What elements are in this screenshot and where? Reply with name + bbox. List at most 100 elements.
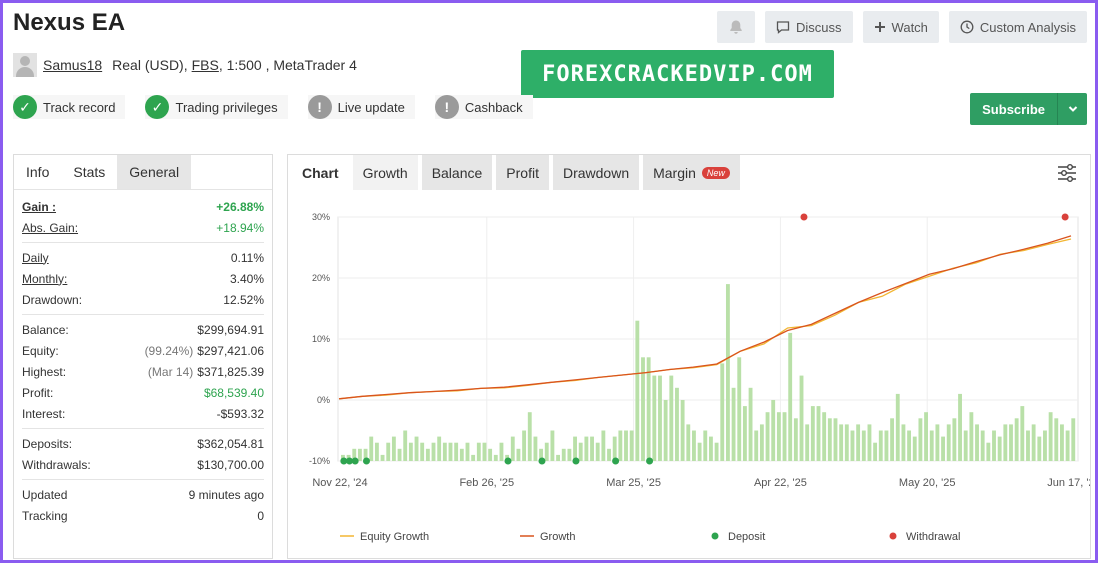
- daily-bar: [822, 412, 827, 461]
- daily-bar: [369, 436, 374, 461]
- broker-link[interactable]: FBS: [191, 57, 219, 73]
- tab-balance[interactable]: Balance: [421, 155, 493, 190]
- stat-deposits: Deposits: $362,054.81: [22, 433, 264, 454]
- chevron-down-icon[interactable]: [1057, 93, 1087, 125]
- daily-bar: [997, 436, 1002, 461]
- daily-bar: [499, 442, 504, 461]
- stat-value: $297,421.06: [197, 343, 264, 358]
- stat-key[interactable]: Monthly:: [22, 271, 68, 286]
- tab-stats[interactable]: Stats: [73, 164, 106, 180]
- stat-key[interactable]: Abs. Gain:: [22, 220, 79, 235]
- daily-bar: [692, 430, 696, 461]
- daily-bar: [833, 418, 838, 461]
- bell-icon: [730, 20, 742, 34]
- stat-value: $362,054.81: [197, 436, 264, 451]
- daily-bar: [793, 418, 798, 461]
- daily-bar: [709, 436, 713, 461]
- daily-bar: [850, 430, 855, 461]
- daily-bar: [420, 442, 425, 461]
- stat-value: 0.11%: [230, 250, 264, 265]
- legend-swatch: [711, 532, 719, 540]
- stat-value: 0: [257, 508, 264, 523]
- tab-margin[interactable]: Margin New: [643, 155, 740, 190]
- daily-bar: [482, 442, 487, 461]
- divider: [22, 242, 264, 243]
- daily-bar: [590, 436, 594, 461]
- discuss-button[interactable]: Discuss: [765, 11, 853, 43]
- stat-key: Withdrawals:: [22, 457, 91, 472]
- subscribe-button[interactable]: Subscribe: [970, 93, 1087, 125]
- daily-bar: [963, 430, 968, 461]
- daily-bar: [459, 448, 464, 461]
- badge-track-record[interactable]: ✓ Track record: [13, 95, 126, 119]
- badge-trading-privileges[interactable]: ✓ Trading privileges: [145, 95, 288, 119]
- growth-chart: 30% 20% 10% 0% -10% Nov 22, '24 Feb 26, '25 Mar…: [309, 212, 1090, 543]
- x-tick-label: Jun 17, '25: [1047, 477, 1090, 489]
- daily-bar: [629, 430, 634, 461]
- daily-bar: [742, 406, 747, 461]
- badge-live-update[interactable]: ! Live update: [307, 95, 415, 119]
- tab-profit[interactable]: Profit: [496, 155, 549, 190]
- tab-drawdown[interactable]: Drawdown: [552, 155, 640, 190]
- y-tick-label: 20%: [312, 273, 330, 283]
- daily-bar: [1020, 406, 1025, 461]
- legend-label: Growth: [540, 531, 575, 543]
- daily-bar: [731, 387, 736, 461]
- daily-bar: [703, 430, 708, 461]
- daily-bar: [680, 400, 685, 461]
- y-tick-label: 10%: [312, 334, 330, 344]
- tab-info[interactable]: Info: [26, 164, 50, 180]
- check-icon: ✓: [145, 95, 170, 119]
- stat-updated: Updated 9 minutes ago: [22, 484, 264, 505]
- daily-bar: [408, 442, 413, 461]
- watch-label: Watch: [891, 19, 928, 35]
- stat-key[interactable]: Gain :: [22, 199, 57, 214]
- avatar: [13, 53, 37, 77]
- stat-key: Updated: [22, 487, 68, 502]
- daily-bar: [595, 442, 600, 461]
- stat-prefix: (Mar 14): [147, 364, 194, 379]
- daily-bar: [425, 448, 430, 461]
- tab-general[interactable]: General: [117, 155, 192, 189]
- daily-bar: [533, 436, 538, 461]
- daily-bar: [386, 442, 391, 461]
- stat-key: Deposits:: [22, 436, 73, 451]
- clock-icon: [960, 20, 974, 34]
- daily-bar: [567, 448, 572, 461]
- tab-growth[interactable]: Growth: [352, 155, 418, 190]
- badge-cashback[interactable]: ! Cashback: [434, 95, 533, 119]
- daily-bar: [686, 424, 691, 461]
- daily-bar: [1003, 424, 1008, 461]
- daily-bar: [454, 442, 459, 461]
- daily-bar: [584, 436, 589, 461]
- deposit-marker: [612, 457, 620, 465]
- daily-bar: [992, 430, 996, 461]
- deposit-marker: [572, 457, 580, 465]
- x-tick-label: Mar 25, '25: [606, 477, 661, 489]
- daily-bar: [1043, 430, 1047, 461]
- tab-margin-label: Margin: [653, 164, 696, 181]
- new-badge: New: [701, 166, 730, 179]
- stats-list: Gain : +26.88% Abs. Gain: +18.94% Daily …: [14, 190, 272, 526]
- stat-value: -$593.32: [216, 406, 264, 421]
- stat-value: +18.94%: [216, 220, 264, 235]
- daily-bar: [776, 412, 781, 461]
- daily-bar: [1054, 418, 1059, 461]
- legend-label: Deposit: [728, 531, 765, 543]
- daily-bar: [697, 442, 702, 461]
- user-link[interactable]: Samus18: [43, 57, 103, 73]
- stat-equity: Equity: (99.24%) $297,421.06: [22, 340, 264, 361]
- daily-bar: [929, 430, 934, 461]
- daily-bar: [414, 436, 419, 461]
- settings-sliders-icon[interactable]: [1056, 163, 1078, 188]
- tab-chart[interactable]: Chart: [302, 164, 339, 181]
- daily-bar: [357, 448, 362, 461]
- watch-button[interactable]: Watch: [862, 11, 939, 43]
- deposit-marker: [362, 457, 370, 465]
- custom-analysis-button[interactable]: Custom Analysis: [948, 11, 1087, 43]
- stat-key[interactable]: Daily: [22, 250, 49, 265]
- notification-button[interactable]: [717, 11, 756, 43]
- daily-bar: [539, 448, 544, 461]
- daily-bar: [941, 436, 945, 461]
- daily-bar: [810, 406, 815, 461]
